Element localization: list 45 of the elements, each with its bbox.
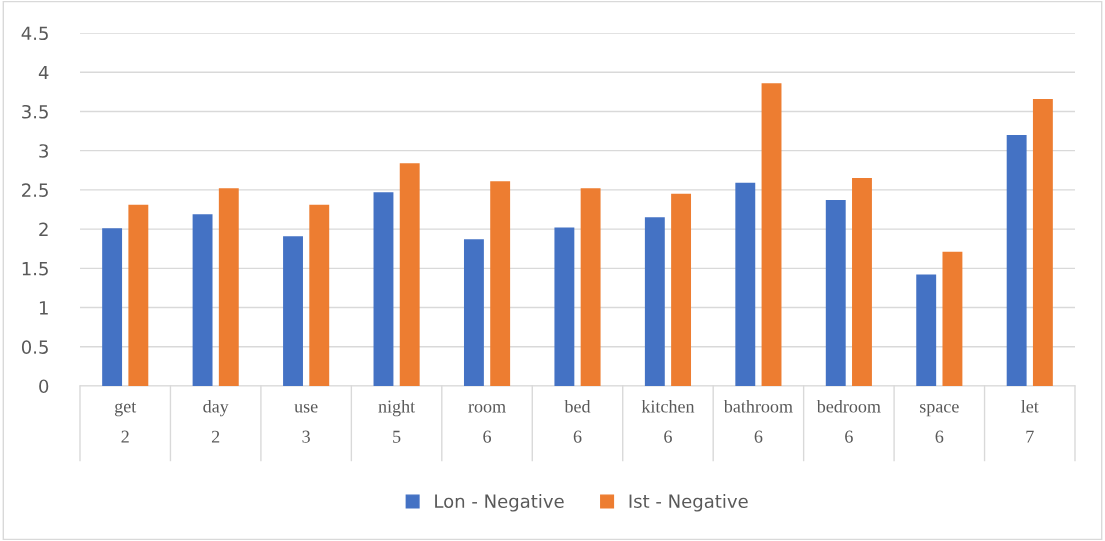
bar (942, 251, 963, 386)
bar (192, 214, 213, 386)
x-tick-label: space 6 (920, 403, 959, 443)
x-tick-label: let 7 (1021, 399, 1039, 443)
x-tick-label: night 5 (378, 399, 416, 443)
y-tick-label: 0 (39, 379, 49, 394)
bar (309, 204, 330, 386)
x-tick-label: kitchen 6 (641, 399, 695, 443)
bar (761, 83, 782, 386)
bar (735, 182, 756, 386)
y-tick-label: 4 (38, 65, 49, 80)
bar (554, 227, 575, 386)
bar (1006, 134, 1027, 386)
legend-label: Lon - Negative (435, 494, 564, 512)
x-tick-label: room 6 (468, 403, 506, 443)
y-tick-label: 1.5 (22, 262, 48, 276)
y-tick-label: 4.5 (21, 26, 48, 41)
x-tick-label: bedroom 6 (816, 399, 881, 443)
bar (218, 188, 239, 386)
bar (373, 192, 394, 386)
bar (825, 200, 846, 386)
y-tick-label: 1 (39, 301, 48, 315)
bar (283, 236, 303, 386)
y-tick-label: 3 (39, 144, 48, 158)
x-tick-label: bed 6 (564, 399, 591, 443)
bar (644, 217, 665, 386)
bar (128, 204, 149, 386)
x-tick-label: bathroom 6 (723, 399, 793, 443)
y-tick-label: 3.5 (22, 104, 48, 119)
x-tick-label: get 2 (114, 402, 137, 443)
y-tick-label: 2.5 (22, 183, 48, 198)
x-tick-label: use 3 (294, 403, 318, 443)
bar (399, 163, 420, 386)
y-tick-label: 2 (39, 222, 48, 236)
bar (463, 239, 484, 386)
bar (580, 188, 601, 386)
bar (102, 228, 123, 386)
bar (1032, 98, 1053, 386)
bar (916, 274, 937, 386)
bar (852, 178, 872, 386)
y-tick-label: 0.5 (21, 340, 48, 354)
legend-label: Ist - Negative (629, 494, 748, 512)
bar (671, 193, 692, 386)
bar (490, 181, 511, 386)
x-tick-label: day 2 (203, 399, 229, 443)
